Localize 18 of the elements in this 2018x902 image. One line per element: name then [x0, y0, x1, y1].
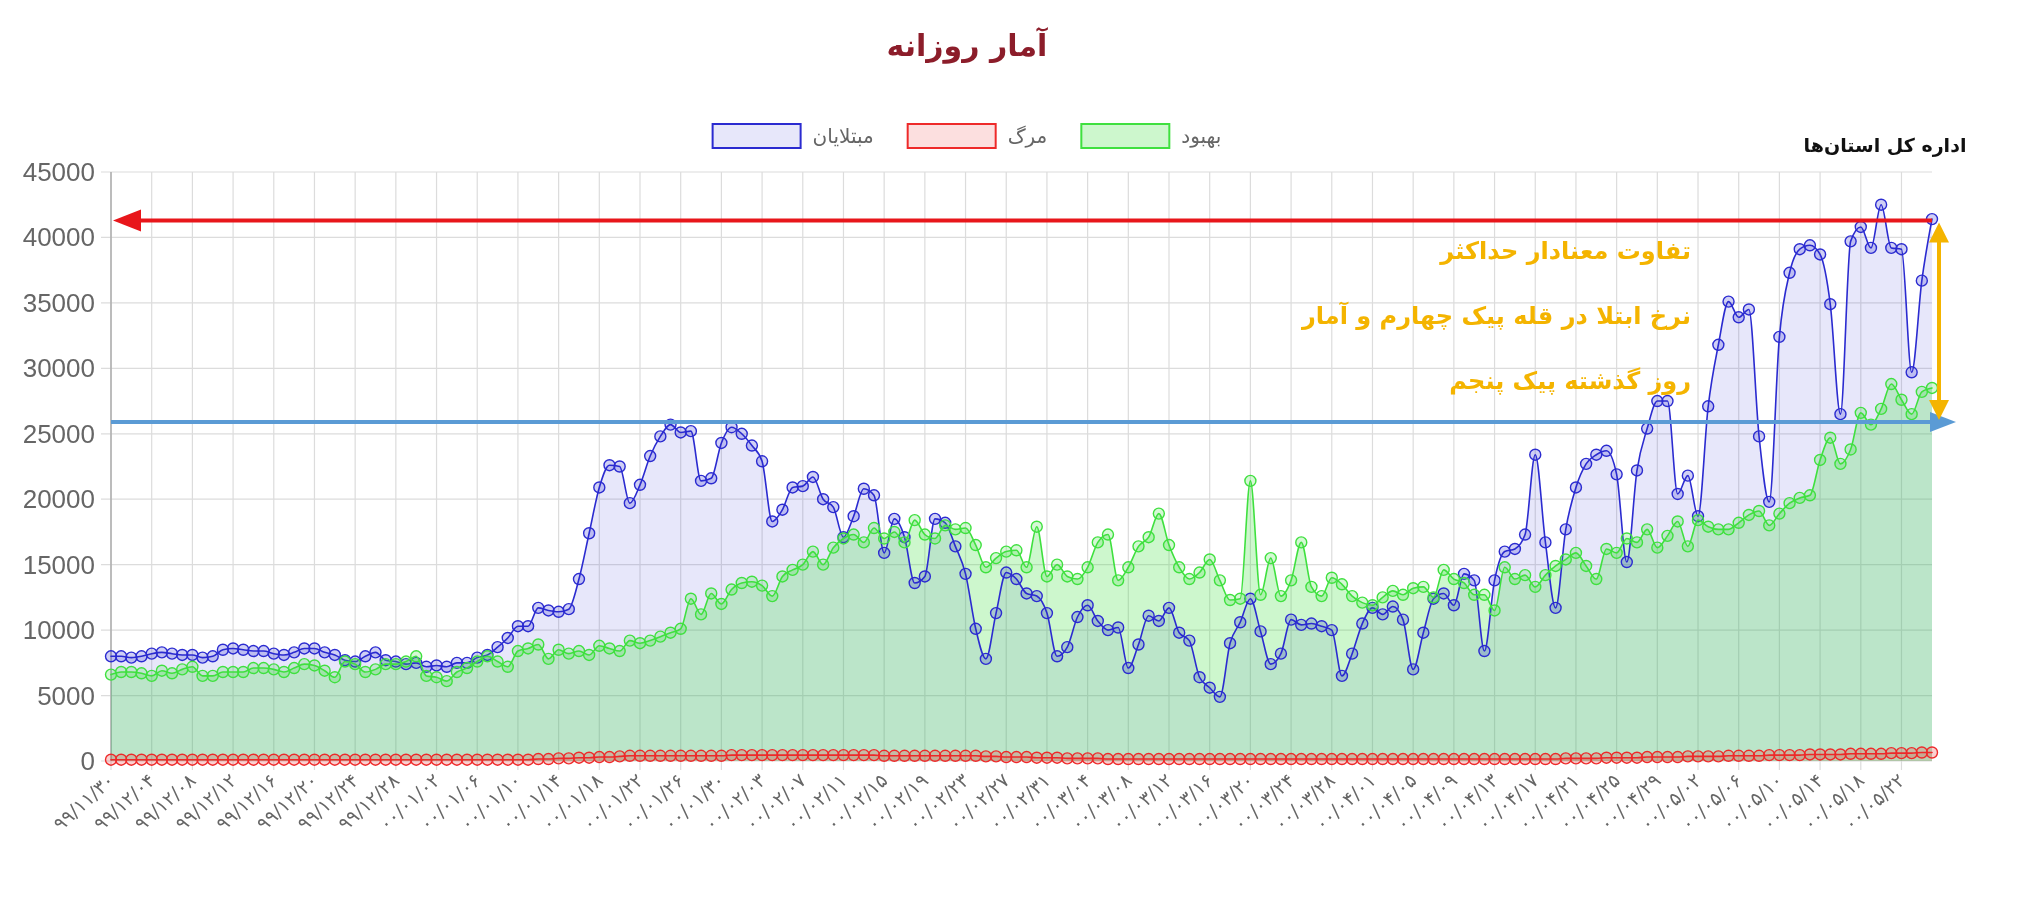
text: اداره کل استان‌ها: [1803, 134, 1967, 157]
chart-title: آمار روزانه: [886, 27, 1049, 64]
y-tick-label: 10000: [22, 615, 95, 646]
y-tick-label: 30000: [22, 353, 95, 384]
annotation: روز گذشته پیک پنجم: [1449, 367, 1691, 396]
y-tick-label: 15000: [22, 549, 95, 580]
y-tick-label: 25000: [22, 418, 95, 449]
annotation: نرخ ابتلا در قله پیک چهارم و آمار: [1301, 301, 1691, 331]
legend-label: مرگ: [1007, 124, 1048, 148]
y-tick-label: 35000: [22, 287, 95, 318]
y-tick-label: 40000: [22, 222, 95, 253]
y-tick-label: 0: [80, 746, 95, 776]
y-tick-label: 5000: [37, 680, 95, 711]
y-tick-label: 20000: [22, 484, 95, 515]
annotation: تفاوت معنادار حداکثر: [1439, 237, 1691, 266]
legend-label: مبتلایان: [812, 124, 874, 148]
legend-label: بهبود: [1181, 124, 1222, 148]
y-tick-label: 45000: [22, 157, 95, 187]
